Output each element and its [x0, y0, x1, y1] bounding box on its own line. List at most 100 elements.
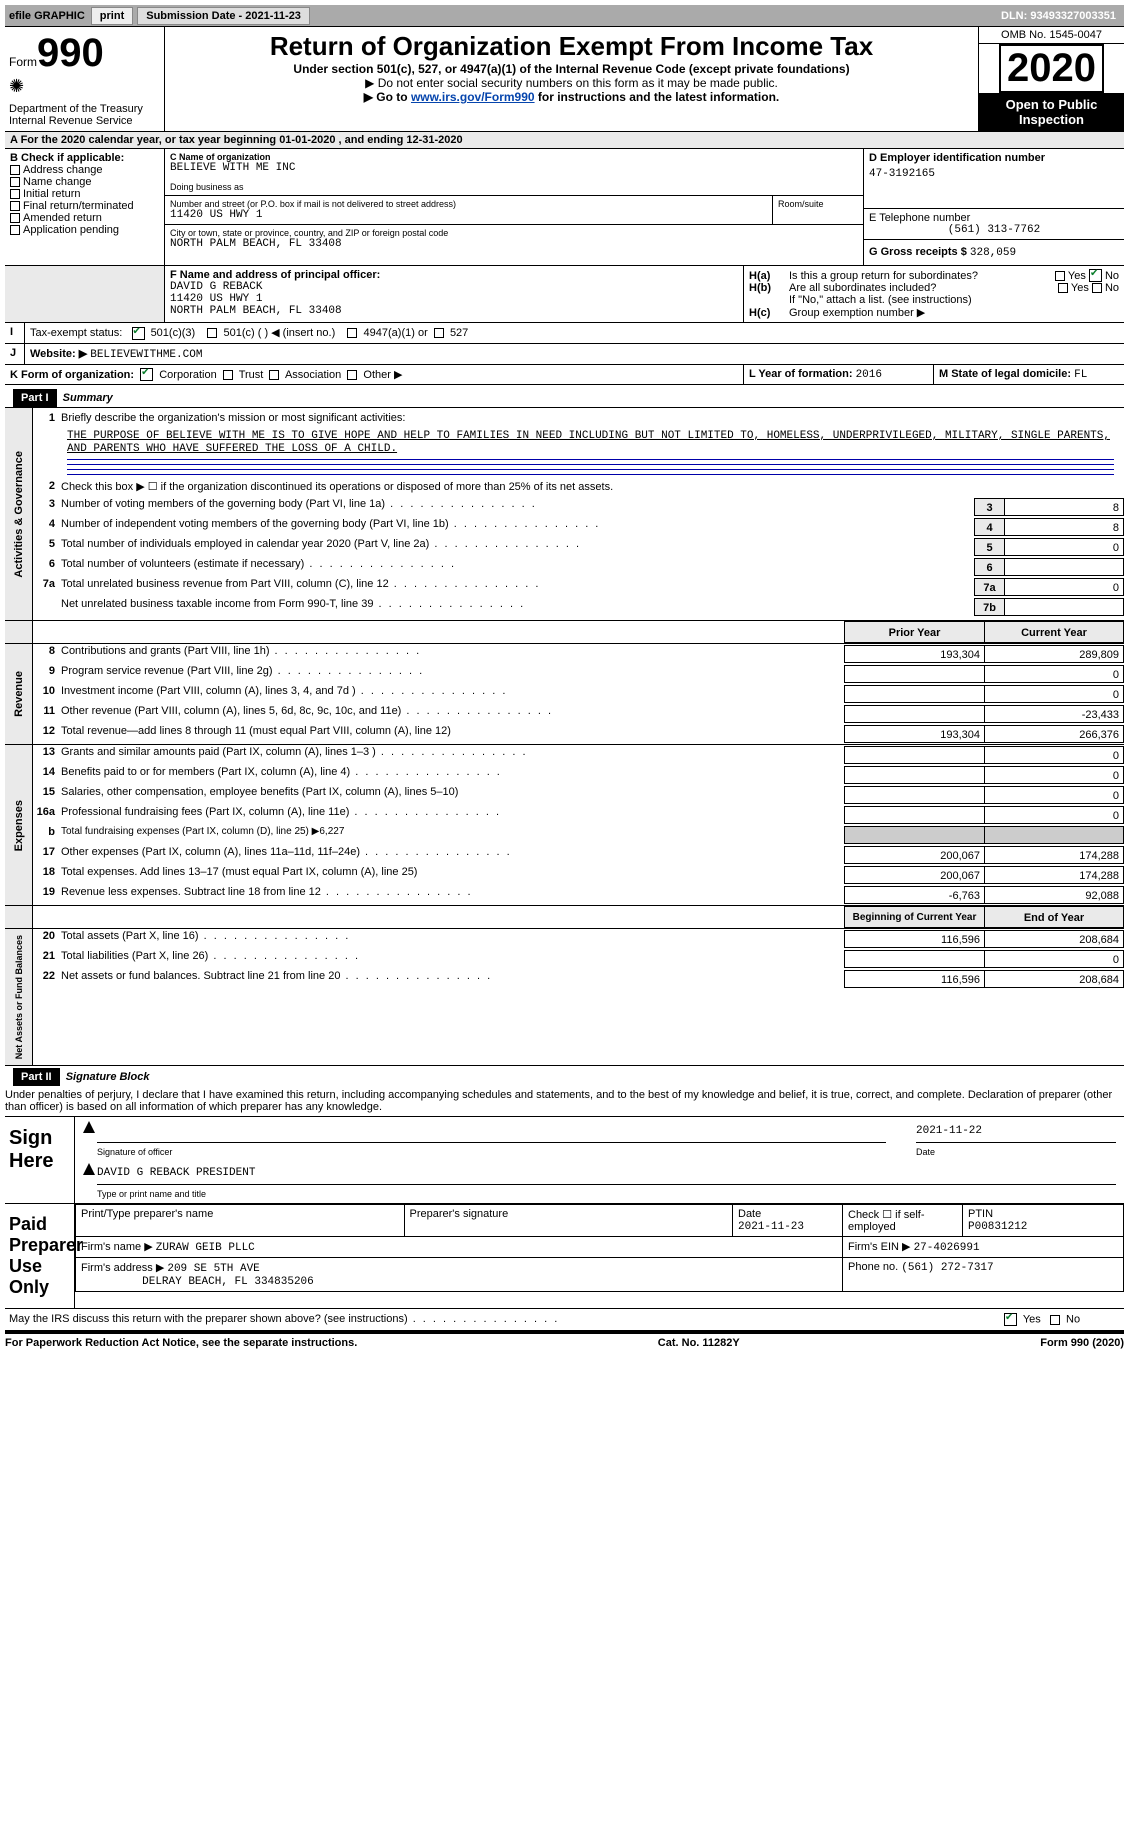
gov-sidebar: Activities & Governance — [11, 445, 27, 584]
officer-addr1: 11420 US HWY 1 — [170, 293, 738, 305]
application-pending-checkbox[interactable] — [10, 225, 20, 235]
end-year-header: End of Year — [984, 906, 1124, 928]
ha-no-checkbox[interactable] — [1089, 269, 1102, 282]
officer-group-row: F Name and address of principal officer:… — [5, 266, 1124, 323]
street-address: 11420 US HWY 1 — [170, 209, 767, 221]
form-header: Form990 ✺ Department of the Treasury Int… — [5, 27, 1124, 132]
k-l-m-row: K Form of organization: Corporation Trus… — [5, 365, 1124, 386]
val-5: 0 — [1004, 538, 1124, 556]
ha-yes-checkbox[interactable] — [1055, 271, 1065, 281]
form-word: Form — [9, 55, 37, 69]
org-name: BELIEVE WITH ME INC — [170, 162, 858, 174]
assoc-checkbox[interactable] — [269, 370, 279, 380]
trust-checkbox[interactable] — [223, 370, 233, 380]
officer-printed-name: DAVID G REBACK PRESIDENT — [97, 1167, 1116, 1185]
527-checkbox[interactable] — [434, 328, 444, 338]
website-label: Website: ▶ — [30, 348, 87, 360]
type-name-label: Type or print name and title — [97, 1189, 1116, 1199]
discuss-yes-checkbox[interactable] — [1004, 1313, 1017, 1326]
paid-preparer-block: Paid Preparer Use Only Print/Type prepar… — [5, 1203, 1124, 1309]
year-formation-value: 2016 — [856, 369, 882, 381]
val-4: 8 — [1004, 518, 1124, 536]
section-b-label: B Check if applicable: — [10, 152, 159, 164]
form-org-label: K Form of organization: — [10, 369, 134, 381]
part-i-header: Part I — [13, 389, 57, 407]
form-number: 990 — [37, 31, 104, 75]
tax-status-row: I Tax-exempt status: 501(c)(3) 501(c) ( … — [5, 323, 1124, 344]
corp-checkbox[interactable] — [140, 368, 153, 381]
mission-text: THE PURPOSE OF BELIEVE WITH ME IS TO GIV… — [67, 430, 1110, 455]
val-3: 8 — [1004, 498, 1124, 516]
hb-yes-checkbox[interactable] — [1058, 283, 1068, 293]
address-change-checkbox[interactable] — [10, 165, 20, 175]
name-change-checkbox[interactable] — [10, 177, 20, 187]
ein-value: 47-3192165 — [869, 168, 1119, 180]
city-label: City or town, state or province, country… — [170, 228, 858, 238]
website-value: BELIEVEWITHME.COM — [90, 349, 202, 361]
begin-year-header: Beginning of Current Year — [844, 906, 984, 928]
identity-block: B Check if applicable: Address change Na… — [5, 149, 1124, 266]
preparer-sig-header: Preparer's signature — [405, 1205, 734, 1237]
irs-label: Internal Revenue Service — [9, 115, 160, 127]
date-label: Date — [916, 1147, 1116, 1157]
form-title: Return of Organization Exempt From Incom… — [169, 31, 974, 62]
discuss-no-checkbox[interactable] — [1050, 1315, 1060, 1325]
city-state-zip: NORTH PALM BEACH, FL 33408 — [170, 238, 858, 250]
hb-note: If "No," attach a list. (see instruction… — [749, 294, 1119, 306]
sign-here-block: Sign Here Signature of officer 2021-11-2… — [5, 1116, 1124, 1203]
penalties-statement: Under penalties of perjury, I declare th… — [5, 1086, 1124, 1116]
section-a-tax-year: A For the 2020 calendar year, or tax yea… — [5, 132, 1124, 149]
net-assets-sidebar: Net Assets or Fund Balances — [12, 929, 26, 1065]
final-return-checkbox[interactable] — [10, 201, 20, 211]
501c3-checkbox[interactable] — [132, 327, 145, 340]
revenue-section: Revenue 8Contributions and grants (Part … — [5, 644, 1124, 745]
submission-date-label: Submission Date - 2021-11-23 — [137, 7, 310, 25]
4947-checkbox[interactable] — [347, 328, 357, 338]
gross-receipts-label: G Gross receipts $ — [869, 246, 967, 258]
year-formation-label: L Year of formation: — [749, 368, 853, 380]
phone-label: E Telephone number — [869, 212, 1119, 224]
officer-addr2: NORTH PALM BEACH, FL 33408 — [170, 305, 738, 317]
omb-number: OMB No. 1545-0047 — [979, 27, 1124, 44]
hb-text: Are all subordinates included? — [789, 282, 1058, 294]
efile-label: efile GRAPHIC — [5, 10, 89, 22]
other-checkbox[interactable] — [347, 370, 357, 380]
sig-officer-label: Signature of officer — [97, 1147, 886, 1157]
val-7b — [1004, 598, 1124, 616]
prior-year-header: Prior Year — [844, 621, 984, 643]
part-ii-header: Part II — [13, 1068, 60, 1086]
dept-label: Department of the Treasury — [9, 103, 160, 115]
caret-icon — [83, 1163, 95, 1175]
page-footer: For Paperwork Reduction Act Notice, see … — [5, 1332, 1124, 1349]
net-assets-section: Net Assets or Fund Balances 20Total asse… — [5, 929, 1124, 1066]
ein-label: D Employer identification number — [869, 152, 1119, 164]
goto-prefix: ▶ Go to — [364, 90, 411, 104]
top-action-bar: efile GRAPHIC print Submission Date - 20… — [5, 5, 1124, 27]
officer-name: DAVID G REBACK — [170, 281, 738, 293]
caret-icon — [83, 1121, 95, 1133]
signature-date: 2021-11-22 — [916, 1125, 1116, 1143]
addr-label: Number and street (or P.O. box if mail i… — [170, 199, 767, 209]
hb-no-checkbox[interactable] — [1092, 283, 1102, 293]
phone-value: (561) 313-7762 — [869, 224, 1119, 236]
open-to-public: Open to Public Inspection — [979, 93, 1124, 131]
current-year-header: Current Year — [984, 621, 1124, 643]
val-6 — [1004, 558, 1124, 576]
initial-return-checkbox[interactable] — [10, 189, 20, 199]
officer-label: F Name and address of principal officer: — [170, 269, 738, 281]
form-subtitle: Under section 501(c), 527, or 4947(a)(1)… — [169, 62, 974, 76]
goto-suffix: for instructions and the latest informat… — [535, 90, 780, 104]
paperwork-notice: For Paperwork Reduction Act Notice, see … — [5, 1337, 357, 1349]
print-button[interactable]: print — [91, 7, 133, 25]
ha-text: Is this a group return for subordinates? — [789, 270, 1055, 282]
part-ii-title: Signature Block — [66, 1071, 150, 1083]
room-suite-label: Room/suite — [773, 196, 863, 224]
revenue-sidebar: Revenue — [11, 665, 27, 723]
instructions-link[interactable]: www.irs.gov/Form990 — [411, 90, 535, 104]
form-version: Form 990 (2020) — [1040, 1337, 1124, 1349]
self-employed-cell: Check ☐ if self-employed — [843, 1205, 963, 1237]
amended-return-checkbox[interactable] — [10, 213, 20, 223]
expenses-section: Expenses 13Grants and similar amounts pa… — [5, 745, 1124, 906]
sign-here-label: Sign Here — [5, 1117, 75, 1203]
501c-checkbox[interactable] — [207, 328, 217, 338]
